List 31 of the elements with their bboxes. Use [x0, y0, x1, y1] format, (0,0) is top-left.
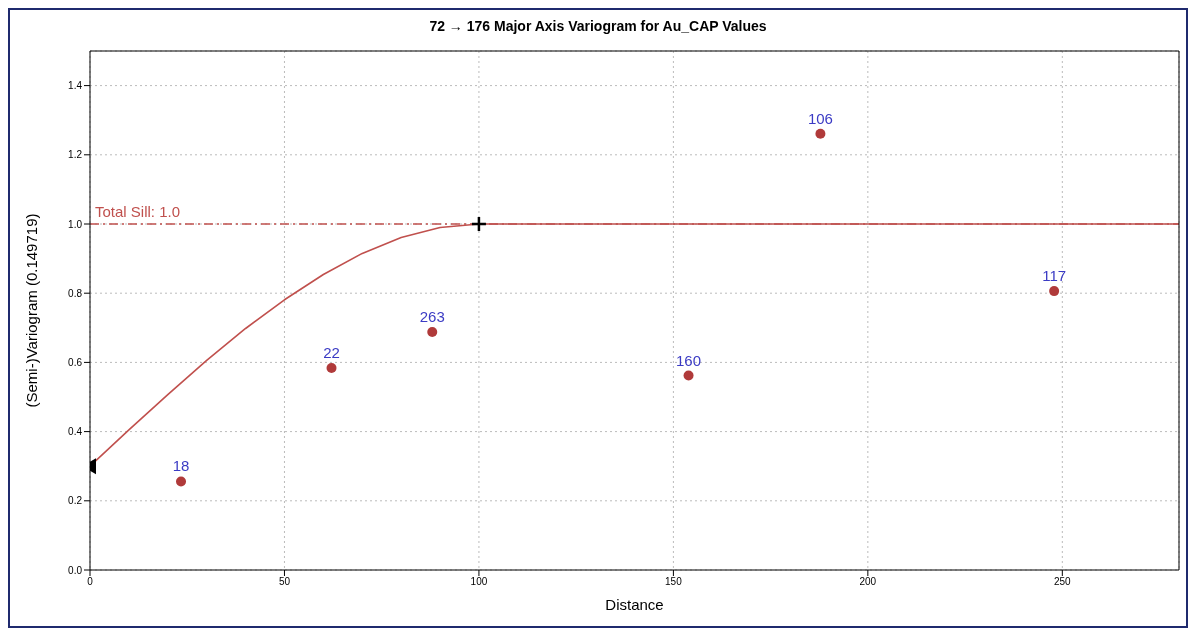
x-tick-label: 150 [665, 576, 683, 588]
y-tick-label: 0.8 [68, 287, 83, 299]
annotation: 106 [807, 109, 833, 127]
annotation: 18 [172, 457, 190, 475]
y-tick-label: 0.4 [68, 426, 83, 438]
point [470, 215, 488, 233]
x-axis-title: Distance [605, 596, 664, 613]
annotation: 22 [323, 343, 340, 361]
y-tick-label: 0.0 [68, 564, 83, 576]
x-tick-label: 250 [1053, 576, 1072, 588]
y-axis-title: (Semi-)Variogram (0.149719) [23, 213, 41, 408]
y-tick-label: 1.4 [68, 80, 83, 92]
x-tick-label: 200 [859, 576, 877, 588]
x-tick-label: 50 [278, 576, 291, 588]
ref-line-label: Total Sill: 1.0 [95, 203, 181, 220]
point [176, 476, 187, 487]
point [427, 326, 438, 337]
y-tick-label: 0.6 [68, 356, 83, 368]
annotation: 263 [419, 307, 445, 325]
point [815, 128, 826, 139]
y-tick-label: 1.2 [68, 149, 83, 161]
point [683, 370, 694, 381]
chart-title: 72 → 176 Major Axis Variogram for Au_CAP Values [428, 17, 768, 36]
x-tick-label: 100 [470, 576, 488, 588]
x-tick-label: 0 [87, 576, 94, 588]
annotation: 117 [1042, 267, 1067, 285]
point [326, 362, 337, 373]
y-tick-label: 0.2 [68, 495, 83, 507]
point [1049, 286, 1060, 297]
y-tick-label: 1.0 [68, 218, 83, 230]
annotation: 160 [676, 351, 702, 369]
